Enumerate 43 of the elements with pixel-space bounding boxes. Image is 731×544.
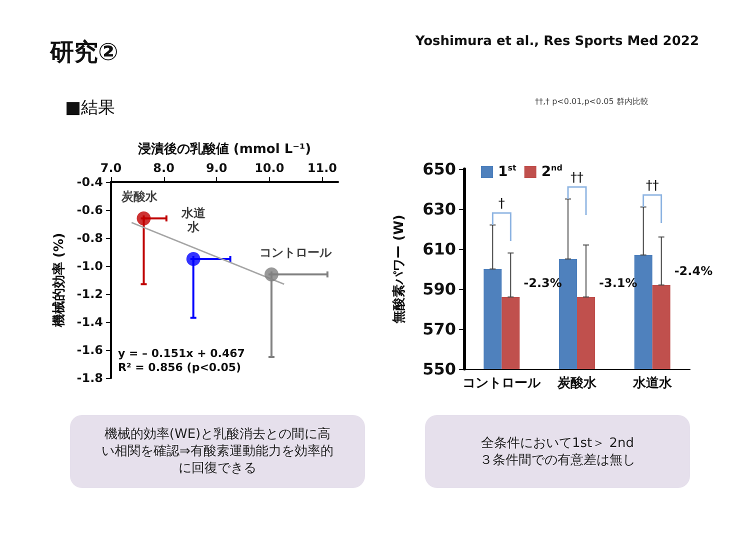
text: 全条件において1st＞ 2nd ３条件間での有意差は無し: [425, 415, 690, 488]
y-tick-label: -1.2: [76, 287, 103, 301]
x-tick-label: 8.0: [153, 161, 174, 175]
y-axis-title: 無酸素パワー (W): [391, 214, 407, 324]
x-tick-label: 炭酸水: [556, 375, 598, 391]
point: [264, 267, 278, 282]
y-tick-label: 630: [422, 200, 456, 218]
y-tick-label: 570: [422, 320, 456, 338]
y-tick-label: 650: [422, 160, 456, 178]
x-tick-label: コントロール: [462, 376, 542, 391]
y-axis-title: 機械的効率 (%): [50, 232, 67, 328]
x-tick-label: 11.0: [307, 161, 337, 175]
text: Yoshimura et al., Res Sports Med 2022: [415, 34, 699, 49]
y-tick-label: -0.6: [76, 203, 103, 217]
point: [136, 211, 151, 226]
point: [186, 252, 200, 266]
series-label: コントロール: [259, 245, 332, 260]
y-tick-label: -0.8: [76, 231, 103, 245]
text: ■結果: [65, 97, 116, 119]
annotation: ††: [646, 178, 660, 194]
x-tick-label: 7.0: [100, 161, 122, 175]
annotation: -2.4%: [674, 264, 713, 278]
y-tick-label: -1.6: [76, 343, 103, 357]
y-tick-label: -0.4: [76, 175, 103, 189]
annotation: †: [498, 196, 506, 212]
y-tick-label: -1.0: [76, 259, 103, 273]
series-label: 炭酸水: [120, 189, 159, 204]
text: ††,† p<0.01,p<0.05 群内比較: [535, 96, 648, 107]
x-tick-label: 10.0: [254, 161, 284, 175]
y-tick-label: 550: [422, 360, 456, 378]
x-axis-title: 浸漬後の乳酸値 (mmol L⁻¹): [136, 141, 312, 157]
x-tick-label: 9.0: [206, 161, 228, 175]
annotation: y = – 0.151x + 0.467: [118, 347, 245, 360]
y-tick-label: 610: [422, 240, 456, 258]
y-tick-label: -1.8: [76, 371, 103, 385]
text: 研究②: [50, 37, 118, 68]
series-label: 水道水: [180, 206, 206, 234]
y-tick-label: -1.4: [76, 315, 103, 329]
annotation: ††: [570, 170, 584, 186]
text: 機械的効率(WE)と乳酸消去との間に高い相関を確認⇒有酸素運動能力を効率的に回復できる: [70, 415, 365, 488]
annotation: R² = 0.856 (p<0.05): [118, 361, 242, 374]
y-tick-label: 590: [422, 280, 456, 298]
x-tick-label: 水道水: [632, 376, 673, 391]
